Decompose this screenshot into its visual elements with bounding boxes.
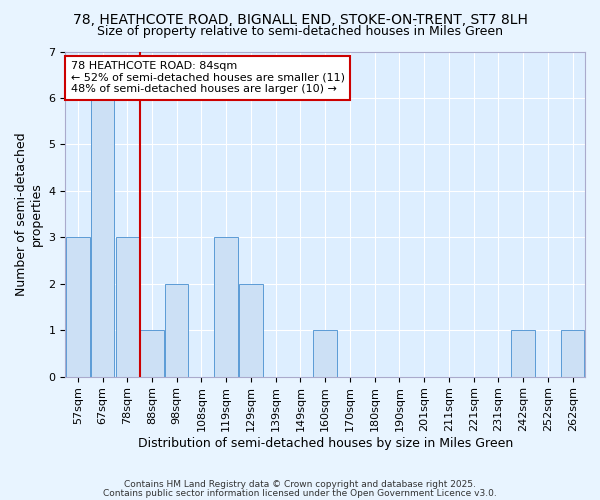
- Bar: [66, 238, 89, 376]
- X-axis label: Distribution of semi-detached houses by size in Miles Green: Distribution of semi-detached houses by …: [137, 437, 513, 450]
- Text: Contains HM Land Registry data © Crown copyright and database right 2025.: Contains HM Land Registry data © Crown c…: [124, 480, 476, 489]
- Bar: [561, 330, 584, 376]
- Bar: [116, 238, 139, 376]
- Bar: [140, 330, 164, 376]
- Bar: [214, 238, 238, 376]
- Bar: [165, 284, 188, 376]
- Text: Size of property relative to semi-detached houses in Miles Green: Size of property relative to semi-detach…: [97, 25, 503, 38]
- Text: 78 HEATHCOTE ROAD: 84sqm
← 52% of semi-detached houses are smaller (11)
48% of s: 78 HEATHCOTE ROAD: 84sqm ← 52% of semi-d…: [71, 62, 344, 94]
- Text: Contains public sector information licensed under the Open Government Licence v3: Contains public sector information licen…: [103, 488, 497, 498]
- Bar: [239, 284, 263, 376]
- Bar: [511, 330, 535, 376]
- Bar: [91, 98, 114, 376]
- Y-axis label: Number of semi-detached
properties: Number of semi-detached properties: [15, 132, 43, 296]
- Bar: [313, 330, 337, 376]
- Text: 78, HEATHCOTE ROAD, BIGNALL END, STOKE-ON-TRENT, ST7 8LH: 78, HEATHCOTE ROAD, BIGNALL END, STOKE-O…: [73, 12, 527, 26]
